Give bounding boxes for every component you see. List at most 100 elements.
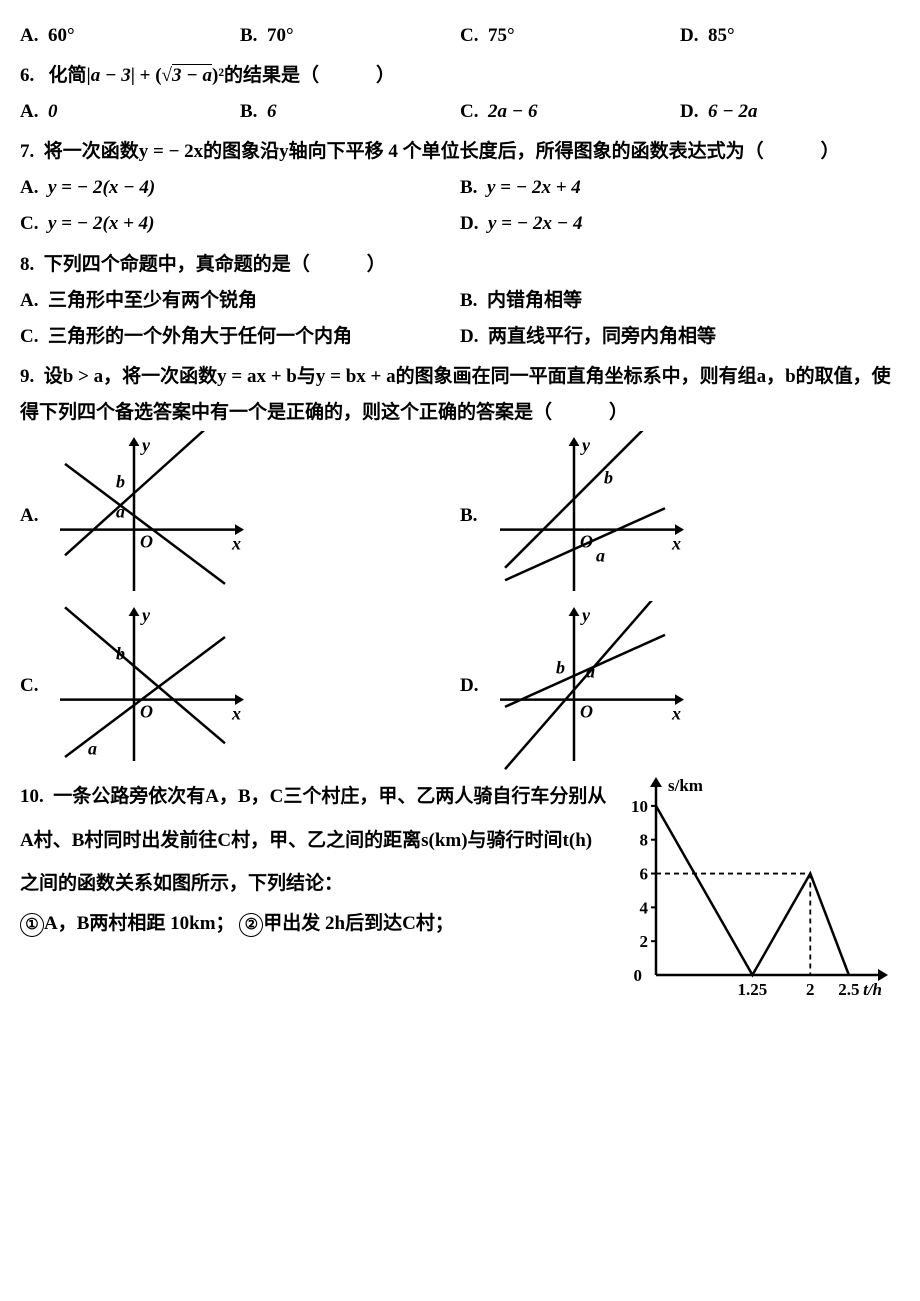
q8: 8. 下列四个命题中，真命题的是（ ）: [20, 247, 900, 283]
q10-stem-line: 10. 一条公路旁依次有A，B，C三个村庄，甲、乙两人骑自行车分别从A村、B村同…: [20, 775, 610, 906]
q9-chart-a: yxOba: [50, 431, 250, 601]
q10: 10. 一条公路旁依次有A，B，C三个村庄，甲、乙两人骑自行车分别从A村、B村同…: [20, 775, 900, 1005]
q6-b-v: 6: [267, 101, 277, 122]
q6-options: A. 0 B. 6 C. 2a − 6 D. 6 − 2a: [20, 94, 900, 130]
q9-stem: 设b > a，将一次函数y = ax + b与y = bx + a的图象画在同一…: [20, 366, 891, 423]
q8-optsAB: A. 三角形中至少有两个锐角 B. 内错角相等: [20, 283, 900, 319]
q7: 7. 将一次函数y = − 2x的图象沿y轴向下平移 4 个单位长度后，所得图象…: [20, 134, 900, 170]
svg-text:4: 4: [640, 898, 649, 917]
q7-stem: 将一次函数y = − 2x的图象沿y轴向下平移 4 个单位长度后，所得图象的函数…: [44, 141, 840, 162]
q8-d-v: 两直线平行，同旁内角相等: [488, 326, 716, 347]
q5-opt-b: B. 70°: [240, 18, 460, 54]
q10-conclusions: ①A，B两村相距 10km； ②甲出发 2h后到达C村；: [20, 906, 610, 942]
q5-opt-c: C. 75°: [460, 18, 680, 54]
svg-text:b: b: [116, 472, 125, 492]
q9-chart-d-cell: D. yxOba: [460, 601, 900, 771]
q9-charts: A. yxOba B. yxOba C. yxOba D. yxOba: [20, 431, 900, 771]
sqrt-icon: √: [162, 65, 172, 86]
q8-num: 8.: [20, 254, 34, 275]
svg-text:2.5: 2.5: [838, 980, 859, 999]
q6-mid: | + (: [131, 65, 162, 86]
q6-num: 6.: [20, 65, 34, 86]
q9-chart-b: yxOba: [490, 431, 690, 601]
q8-opt-b: B. 内错角相等: [460, 283, 900, 319]
q10-text: 10. 一条公路旁依次有A，B，C三个村庄，甲、乙两人骑自行车分别从A村、B村同…: [20, 775, 610, 1005]
q10-c2: 甲出发 2h后到达C村；: [263, 913, 454, 934]
q10-figure: 0 2 4 6 8 10 1.25 2 2.5 s/km t/h: [610, 775, 900, 1005]
q7-optsAB: A. y = − 2(x − 4) B. y = − 2x + 4: [20, 170, 900, 206]
circled-2-icon: ②: [239, 913, 263, 937]
svg-text:O: O: [580, 702, 593, 722]
svg-text:x: x: [231, 704, 241, 724]
q5-opt-a: A. 60°: [20, 18, 240, 54]
q6-opt-b: B. 6: [240, 94, 460, 130]
q7-c-v: y = − 2(x + 4): [48, 213, 155, 234]
svg-text:6: 6: [640, 865, 649, 884]
q6-post: )²的结果是（ ）: [212, 65, 395, 86]
circled-1-icon: ①: [20, 913, 44, 937]
q7-b-v: y = − 2x + 4: [487, 177, 581, 198]
q9-chart-d: yxOba: [490, 601, 690, 771]
q10-c1: A，B两村相距 10km；: [44, 913, 235, 934]
q6-opt-c: C. 2a − 6: [460, 94, 680, 130]
q5-opt-c-val: 75°: [488, 25, 515, 46]
q6-pre: 化简|: [49, 65, 91, 86]
q5-options: A. 60° B. 70° C. 75° D. 85°: [20, 18, 900, 54]
q6-c-v: 2a − 6: [488, 101, 538, 122]
q10-num: 10.: [20, 786, 44, 807]
q10-stem: 一条公路旁依次有A，B，C三个村庄，甲、乙两人骑自行车分别从A村、B村同时出发前…: [20, 786, 606, 894]
q6-sqrt: 3 − a: [172, 58, 212, 94]
q8-optsCD: C. 三角形的一个外角大于任何一个内角 D. 两直线平行，同旁内角相等: [20, 319, 900, 355]
svg-text:O: O: [140, 532, 153, 552]
q8-stem: 下列四个命题中，真命题的是（ ）: [44, 254, 386, 275]
q6-a-v: 0: [48, 101, 58, 122]
q9-label-c: C.: [20, 668, 50, 704]
q5-opt-b-val: 70°: [267, 25, 294, 46]
svg-text:b: b: [604, 468, 613, 488]
q5-opt-d-val: 85°: [708, 25, 735, 46]
svg-text:x: x: [231, 534, 241, 554]
q8-opt-d: D. 两直线平行，同旁内角相等: [460, 319, 900, 355]
q8-a-v: 三角形中至少有两个锐角: [48, 290, 257, 311]
svg-text:y: y: [140, 605, 151, 625]
q7-opt-d: D. y = − 2x − 4: [460, 206, 900, 242]
svg-text:1.25: 1.25: [738, 980, 768, 999]
svg-text:2: 2: [806, 980, 815, 999]
q7-opt-b: B. y = − 2x + 4: [460, 170, 900, 206]
q6-opt-d: D. 6 − 2a: [680, 94, 900, 130]
q6-e1: a − 3: [91, 65, 131, 86]
svg-text:a: a: [596, 546, 605, 566]
q8-opt-c: C. 三角形的一个外角大于任何一个内角: [20, 319, 460, 355]
svg-text:2: 2: [640, 932, 649, 951]
q7-opt-a: A. y = − 2(x − 4): [20, 170, 460, 206]
svg-text:a: a: [586, 662, 595, 682]
q7-a-v: y = − 2(x − 4): [48, 177, 155, 198]
q10-chart: 0 2 4 6 8 10 1.25 2 2.5 s/km t/h: [610, 775, 890, 1005]
q8-opt-a: A. 三角形中至少有两个锐角: [20, 283, 460, 319]
svg-text:b: b: [116, 644, 125, 664]
q5-opt-d: D. 85°: [680, 18, 900, 54]
svg-text:a: a: [88, 739, 97, 759]
q9-chart-c-cell: C. yxOba: [20, 601, 460, 771]
svg-text:0: 0: [634, 966, 643, 985]
q6: 6. 化简|a − 3| + (√3 − a)²的结果是（ ）: [20, 58, 900, 94]
q7-opt-c: C. y = − 2(x + 4): [20, 206, 460, 242]
q9-num: 9.: [20, 366, 34, 387]
q8-b-v: 内错角相等: [487, 290, 582, 311]
svg-text:x: x: [671, 704, 681, 724]
q9: 9. 设b > a，将一次函数y = ax + b与y = bx + a的图象画…: [20, 359, 900, 431]
q9-chart-b-cell: B. yxOba: [460, 431, 900, 601]
q9-chart-c: yxOba: [50, 601, 250, 771]
svg-text:a: a: [116, 502, 125, 522]
svg-text:b: b: [556, 658, 565, 678]
svg-text:t/h: t/h: [863, 980, 882, 999]
q9-label-b: B.: [460, 498, 490, 534]
q7-num: 7.: [20, 141, 34, 162]
q7-d-v: y = − 2x − 4: [488, 213, 583, 234]
svg-text:10: 10: [631, 797, 648, 816]
svg-text:s/km: s/km: [668, 776, 703, 795]
svg-text:8: 8: [640, 831, 649, 850]
svg-text:x: x: [671, 534, 681, 554]
q6-opt-a: A. 0: [20, 94, 240, 130]
q9-label-d: D.: [460, 668, 490, 704]
